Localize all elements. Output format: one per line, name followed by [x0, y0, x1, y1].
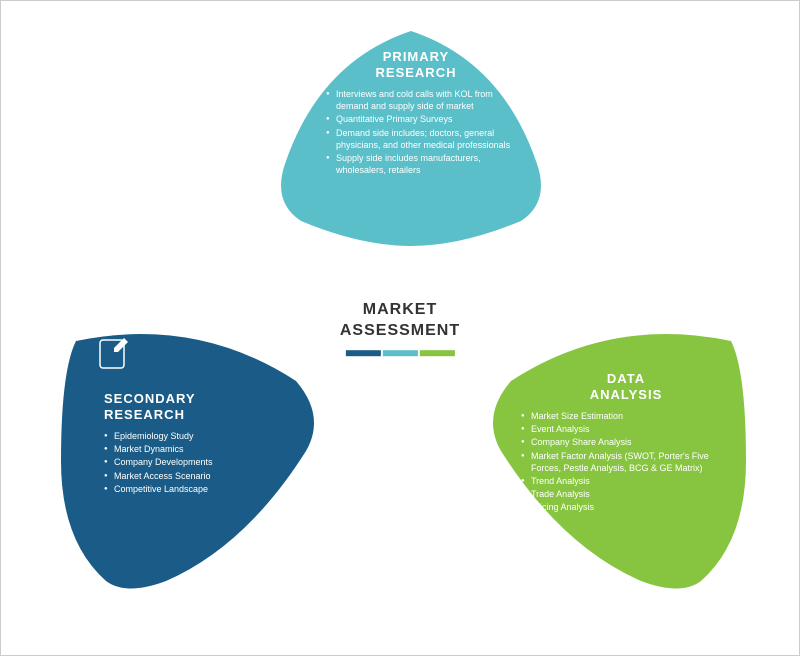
list-item: Trade Analysis — [521, 488, 721, 500]
list-item: Market Access Scenario — [104, 470, 284, 482]
color-bars — [340, 350, 460, 356]
center-label: MARKET ASSESSMENT — [340, 300, 460, 356]
list-item: Epidemiology Study — [104, 430, 284, 442]
list-item: Supply side includes manufacturers, whol… — [326, 152, 526, 176]
list-item: Pricing Analysis — [521, 501, 721, 513]
color-bar-3 — [420, 350, 455, 356]
segment-top-title: PRIMARY RESEARCH — [306, 49, 526, 80]
list-item: Market Factor Analysis (SWOT, Porter's F… — [521, 450, 721, 474]
list-item: Quantitative Primary Surveys — [326, 113, 526, 125]
segment-right-list: Market Size Estimation Event Analysis Co… — [521, 410, 721, 513]
title-text: ANALYSIS — [590, 387, 663, 402]
segment-top-content: PRIMARY RESEARCH Interviews and cold cal… — [326, 49, 526, 177]
list-item: Event Analysis — [521, 423, 721, 435]
title-text: RESEARCH — [104, 407, 185, 422]
segment-left-title: SECONDARY RESEARCH — [104, 391, 284, 422]
center-line2: ASSESSMENT — [340, 322, 460, 339]
list-item: Market Dynamics — [104, 443, 284, 455]
edit-document-icon — [96, 336, 132, 372]
diagram-container: PRIMARY RESEARCH Interviews and cold cal… — [1, 1, 799, 655]
list-item: Company Share Analysis — [521, 436, 721, 448]
list-item: Trend Analysis — [521, 475, 721, 487]
title-text: RESEARCH — [376, 65, 457, 80]
segment-left-list: Epidemiology Study Market Dynamics Compa… — [104, 430, 284, 495]
title-text: DATA — [607, 371, 645, 386]
color-bar-1 — [346, 350, 381, 356]
list-item: Market Size Estimation — [521, 410, 721, 422]
title-text: SECONDARY — [104, 391, 196, 406]
title-text: PRIMARY — [383, 49, 449, 64]
support-person-icon — [528, 193, 566, 231]
list-item: Company Developments — [104, 456, 284, 468]
list-item: Interviews and cold calls with KOL from … — [326, 88, 526, 112]
segment-data-analysis: DATA ANALYSIS Market Size Estimation Eve… — [461, 311, 761, 606]
list-item: Demand side includes; doctors, general p… — [326, 127, 526, 151]
color-bar-2 — [383, 350, 418, 356]
center-title: MARKET ASSESSMENT — [340, 300, 460, 342]
segment-secondary-research: SECONDARY RESEARCH Epidemiology Study Ma… — [46, 311, 346, 606]
segment-top-list: Interviews and cold calls with KOL from … — [326, 88, 526, 176]
segment-right-title: DATA ANALYSIS — [531, 371, 721, 402]
center-line1: MARKET — [363, 301, 437, 318]
segment-primary-research: PRIMARY RESEARCH Interviews and cold cal… — [261, 21, 561, 256]
bar-chart-icon — [476, 533, 514, 571]
list-item: Competitive Landscape — [104, 483, 284, 495]
segment-right-content: DATA ANALYSIS Market Size Estimation Eve… — [521, 371, 721, 514]
segment-left-content: SECONDARY RESEARCH Epidemiology Study Ma… — [104, 391, 284, 496]
